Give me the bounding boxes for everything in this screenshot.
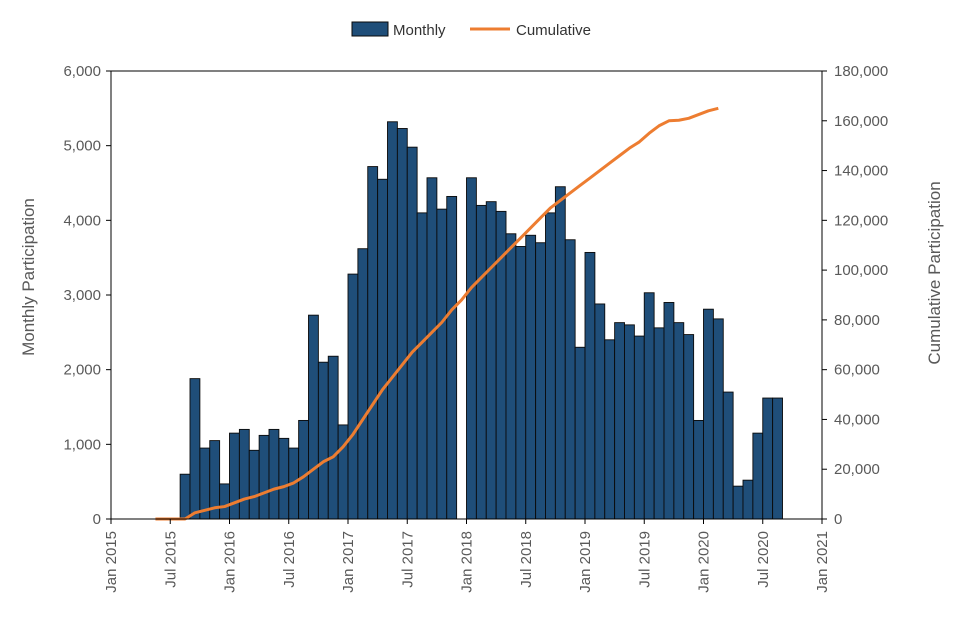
bar-monthly: [278, 437, 290, 520]
x-tick-label: Jul 2015: [162, 531, 179, 588]
bar-monthly: [327, 355, 339, 520]
bar-monthly: [545, 212, 556, 520]
bar-monthly: [377, 178, 388, 520]
bar-monthly: [396, 128, 408, 520]
y-left-tick-label: 1,000: [63, 436, 101, 453]
y-right-tick-label: 180,000: [834, 63, 888, 80]
bar-monthly: [268, 428, 280, 520]
bar-monthly: [317, 361, 329, 520]
bar-monthly: [308, 314, 319, 520]
bar-monthly: [229, 432, 240, 520]
x-tick-label: Jan 2018: [459, 531, 476, 593]
bar-monthly: [772, 397, 783, 520]
bar-monthly: [179, 473, 191, 520]
y-axis-left-title: Monthly Participation: [19, 198, 38, 356]
bar-monthly: [406, 146, 418, 520]
y-right-tick-label: 80,000: [834, 312, 880, 329]
bar-monthly: [762, 397, 774, 520]
bar-monthly: [564, 239, 576, 520]
bar-monthly: [584, 251, 596, 520]
bar-monthly: [633, 335, 645, 520]
y-left-tick-label: 4,000: [63, 212, 101, 229]
bar-monthly: [624, 324, 635, 520]
bar-monthly: [475, 204, 487, 520]
y-left-tick-label: 6,000: [63, 63, 101, 80]
bar-monthly: [337, 424, 349, 520]
bar-monthly: [387, 121, 398, 520]
y-right-tick-label: 160,000: [834, 113, 888, 130]
y-left-tick-label: 2,000: [63, 362, 101, 379]
y-left-tick-label: 5,000: [63, 138, 101, 155]
y-right-tick-label: 120,000: [834, 212, 888, 229]
bar-monthly: [554, 186, 566, 520]
plot-area: 0 1,000 2,000 3,000 4,000 5,000 6,000 0 20,000 40…: [63, 63, 888, 593]
y-right-tick-label: 60,000: [834, 362, 880, 379]
bar-monthly: [673, 322, 685, 520]
bar-monthly: [683, 334, 695, 520]
bar-monthly: [722, 391, 734, 520]
x-tick-label: Jan 2016: [222, 531, 239, 593]
bar-monthly: [485, 201, 497, 520]
x-tick-label: Jan 2017: [340, 531, 357, 593]
bar-monthly: [535, 242, 546, 520]
y-right-tick-label: 140,000: [834, 163, 888, 180]
x-tick-label: Jan 2015: [103, 531, 120, 593]
legend: Monthly Cumulative: [351, 21, 591, 39]
line-cumulative: [155, 106, 719, 521]
bar-monthly: [663, 302, 675, 520]
x-tick-label: Jan 2020: [696, 531, 713, 593]
bar-monthly: [693, 419, 704, 520]
bar-monthly: [515, 246, 527, 520]
y-right-tick-label: 20,000: [834, 461, 880, 478]
y-axis-right-title: Cumulative Participation: [925, 181, 944, 364]
bar-monthly: [298, 419, 309, 520]
bar-monthly: [742, 479, 754, 520]
bar-monthly: [614, 322, 625, 520]
x-tick-label: Jul 2016: [281, 531, 298, 588]
x-tick-label: Jul 2019: [636, 531, 653, 588]
bar-monthly: [219, 483, 230, 520]
legend-bar-swatch: [351, 21, 389, 37]
bar-monthly: [436, 208, 448, 520]
bar-monthly: [732, 485, 744, 520]
y-left-tick-label: 3,000: [63, 287, 101, 304]
bar-monthly: [594, 303, 606, 520]
y-right-tick-label: 100,000: [834, 262, 888, 279]
y-right-tick-label: 40,000: [834, 411, 880, 428]
bar-monthly: [426, 177, 438, 520]
bar-monthly: [653, 327, 665, 520]
bar-monthly: [258, 434, 270, 520]
x-tick-label: Jan 2021: [814, 531, 831, 593]
x-tick-label: Jul 2017: [399, 531, 416, 588]
legend-bar-label: Monthly: [393, 22, 446, 39]
bar-monthly: [604, 339, 616, 520]
bar-monthly: [416, 212, 428, 520]
bar-monthly: [505, 233, 517, 520]
bar-monthly: [446, 195, 458, 520]
bar-monthly: [347, 273, 359, 520]
bar-monthly: [712, 318, 724, 520]
x-tick-label: Jul 2018: [518, 531, 535, 588]
y-right-tick-label: 0: [834, 511, 842, 528]
bar-monthly: [248, 449, 260, 520]
y-left-tick-label: 0: [93, 511, 101, 528]
bar-monthly: [643, 292, 655, 520]
bar-monthly: [574, 346, 586, 520]
x-tick-label: Jan 2019: [577, 531, 594, 593]
bar-monthly: [466, 177, 477, 520]
bar-monthly: [189, 378, 201, 520]
x-tick-label: Jul 2020: [755, 531, 772, 588]
bar-monthly: [367, 166, 379, 520]
legend-line-label: Cumulative: [516, 22, 591, 39]
bar-monthly: [525, 234, 537, 520]
bar-monthly: [357, 248, 369, 520]
bar-monthly: [238, 428, 250, 520]
bar-monthly: [752, 432, 764, 520]
bar-monthly: [703, 308, 714, 520]
